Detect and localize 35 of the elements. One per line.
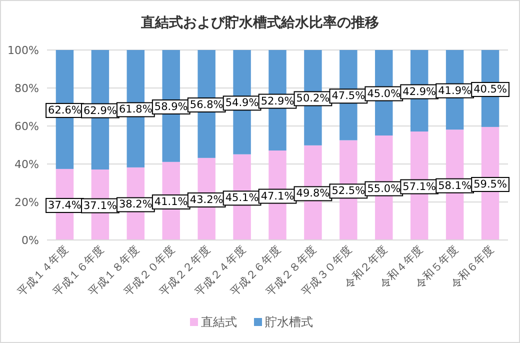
data-label: 43.2% — [190, 194, 224, 206]
y-tick-label: 20% — [14, 196, 39, 209]
data-label: 54.9% — [225, 97, 259, 110]
data-label: 45.1% — [225, 192, 259, 204]
data-label: 49.8% — [296, 188, 330, 200]
data-label: 58.1% — [438, 180, 472, 192]
chart-title: 直結式および貯水槽式給水比率の推移 — [140, 14, 379, 31]
data-label: 40.5% — [474, 83, 507, 96]
y-tick-label: 60% — [14, 120, 39, 133]
data-label: 38.2% — [118, 198, 152, 211]
data-label: 47.1% — [260, 190, 294, 202]
y-tick-label: 40% — [14, 158, 39, 171]
data-label: 58.9% — [154, 100, 188, 113]
data-label: 47.5% — [332, 90, 366, 102]
y-tick-label: 0% — [22, 234, 39, 247]
data-label: 61.8% — [118, 104, 152, 116]
data-label: 59.5% — [474, 178, 507, 190]
data-label: 41.9% — [438, 84, 472, 97]
y-tick-label: 80% — [14, 82, 39, 95]
data-label: 37.1% — [84, 200, 117, 212]
data-label: 55.0% — [367, 182, 401, 195]
data-label: 52.5% — [332, 185, 366, 198]
data-label: 62.6% — [48, 104, 82, 116]
data-label: 45.0% — [367, 88, 401, 100]
data-label: 41.1% — [154, 196, 188, 208]
legend-label: 貯水槽式 — [265, 315, 313, 329]
data-label: 56.8% — [190, 98, 224, 111]
legend-label: 直結式 — [201, 315, 237, 329]
data-label: 37.4% — [48, 199, 82, 212]
data-label: 50.2% — [296, 92, 330, 105]
data-label: 42.9% — [402, 86, 436, 98]
data-label: 62.9% — [84, 104, 117, 117]
data-label: 57.1% — [402, 180, 436, 193]
y-tick-label: 100% — [8, 44, 39, 57]
data-label: 52.9% — [260, 95, 294, 108]
